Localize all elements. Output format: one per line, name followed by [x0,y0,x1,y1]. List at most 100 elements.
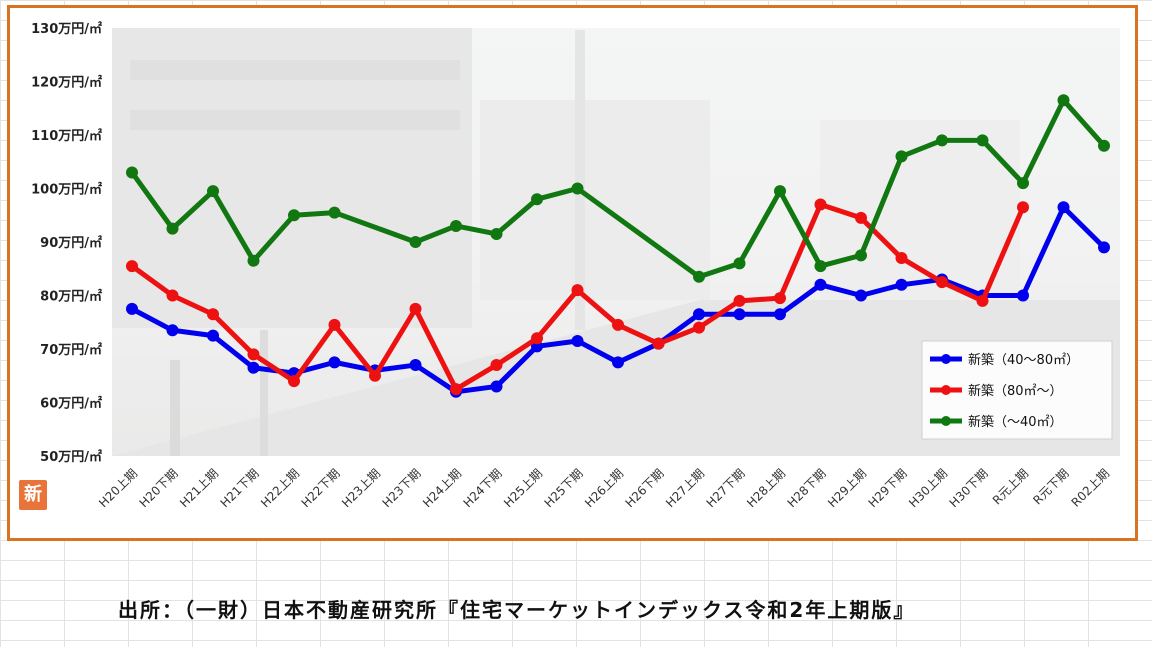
series-1 [126,198,1029,396]
data-point [126,260,138,273]
y-tick-label: 100万円/㎡ [31,182,102,198]
data-point [126,302,138,315]
data-point [1057,94,1070,107]
x-tick-label: H29下期 [866,466,910,510]
data-point [814,198,827,211]
data-point [774,185,786,198]
data-point [774,308,786,321]
series-2 [126,94,1110,283]
x-tick-label: H26下期 [623,466,667,510]
data-point [450,219,462,232]
series-line [129,97,1107,280]
legend-swatch-marker [941,416,951,426]
legend-item: 新築（40～80㎡） [930,352,1079,368]
legend-swatch-marker [941,354,951,364]
y-tick-label: 60万円/㎡ [40,396,102,412]
data-point [409,302,422,315]
data-point [1017,289,1029,302]
data-point [855,211,867,224]
legend-item: 新築（80㎡～） [930,383,1063,399]
data-point [571,182,584,195]
x-tick-label: R元下期 [1030,466,1071,507]
data-point [207,329,219,342]
data-point [1098,241,1110,254]
data-point [652,337,665,350]
data-point [1057,201,1070,214]
data-point [531,193,543,206]
data-point [328,356,341,369]
legend-label: 新築（～40㎡） [968,414,1063,430]
x-tick-label: H26上期 [582,466,626,510]
data-point [207,308,219,321]
y-tick-label: 90万円/㎡ [40,235,102,251]
data-point [936,134,948,147]
data-point [166,289,179,302]
data-point [328,318,341,331]
new-badge-icon: 新 [19,480,47,510]
data-point [895,252,908,265]
x-axis: H20上期H20下期H21上期H21下期H22上期H22下期H23上期H23下期… [96,466,1112,510]
x-tick-label: H21下期 [218,466,262,510]
data-point [976,134,989,147]
x-tick-label: H27下期 [704,466,748,510]
y-tick-label: 50万円/㎡ [40,449,102,465]
data-point [490,227,503,240]
data-point [247,254,260,267]
data-point [693,308,705,321]
data-point [166,324,179,337]
x-tick-label: R02上期 [1069,466,1113,510]
x-tick-label: H23下期 [380,466,424,510]
legend-item: 新築（～40㎡） [930,414,1063,430]
data-point [693,270,705,283]
x-tick-label: H20下期 [137,466,181,510]
data-point [733,257,746,270]
data-point [612,318,624,331]
data-point [936,276,948,289]
data-point [288,375,300,388]
x-tick-label: H28上期 [744,466,788,510]
x-tick-label: H21上期 [177,466,221,510]
x-tick-label: H28下期 [785,466,829,510]
y-tick-label: 130万円/㎡ [31,21,102,37]
y-tick-label: 120万円/㎡ [31,75,102,91]
legend-swatch-marker [941,385,951,395]
data-point [855,249,867,262]
x-tick-label: H24下期 [461,466,505,510]
data-point [247,348,260,361]
data-point [369,369,381,382]
data-point [450,383,462,396]
data-point [571,284,584,297]
x-tick-label: H30上期 [906,466,950,510]
data-point [612,356,624,369]
data-point [126,166,138,179]
source-caption: 出所：（一財）日本不動産研究所『住宅マーケットインデックス令和2年上期版』 [118,598,916,622]
x-tick-label: H24上期 [420,466,464,510]
data-point [1017,177,1029,190]
data-point [409,236,422,248]
data-point [733,294,746,307]
y-tick-label: 110万円/㎡ [31,128,102,144]
data-point [490,380,503,393]
data-point [976,294,989,307]
y-tick-label: 70万円/㎡ [40,342,102,358]
y-tick-label: 80万円/㎡ [40,289,102,305]
data-point [328,206,341,219]
x-tick-label: H27上期 [663,466,707,510]
data-point [490,359,503,372]
data-point [1017,201,1029,214]
x-tick-label: H29上期 [825,466,869,510]
data-point [531,332,543,345]
legend: 新築（40～80㎡） 新築（80㎡～） 新築（～40㎡） [921,340,1113,440]
data-point [207,185,219,198]
data-point [247,361,260,374]
x-tick-label: H30下期 [947,466,991,510]
x-tick-label: H25下期 [542,466,586,510]
data-point [814,260,827,273]
data-point [733,308,746,321]
data-point [895,150,908,163]
x-tick-label: H25上期 [501,466,545,510]
x-tick-label: H22上期 [258,466,302,510]
data-point [693,321,705,334]
data-point [288,209,300,222]
